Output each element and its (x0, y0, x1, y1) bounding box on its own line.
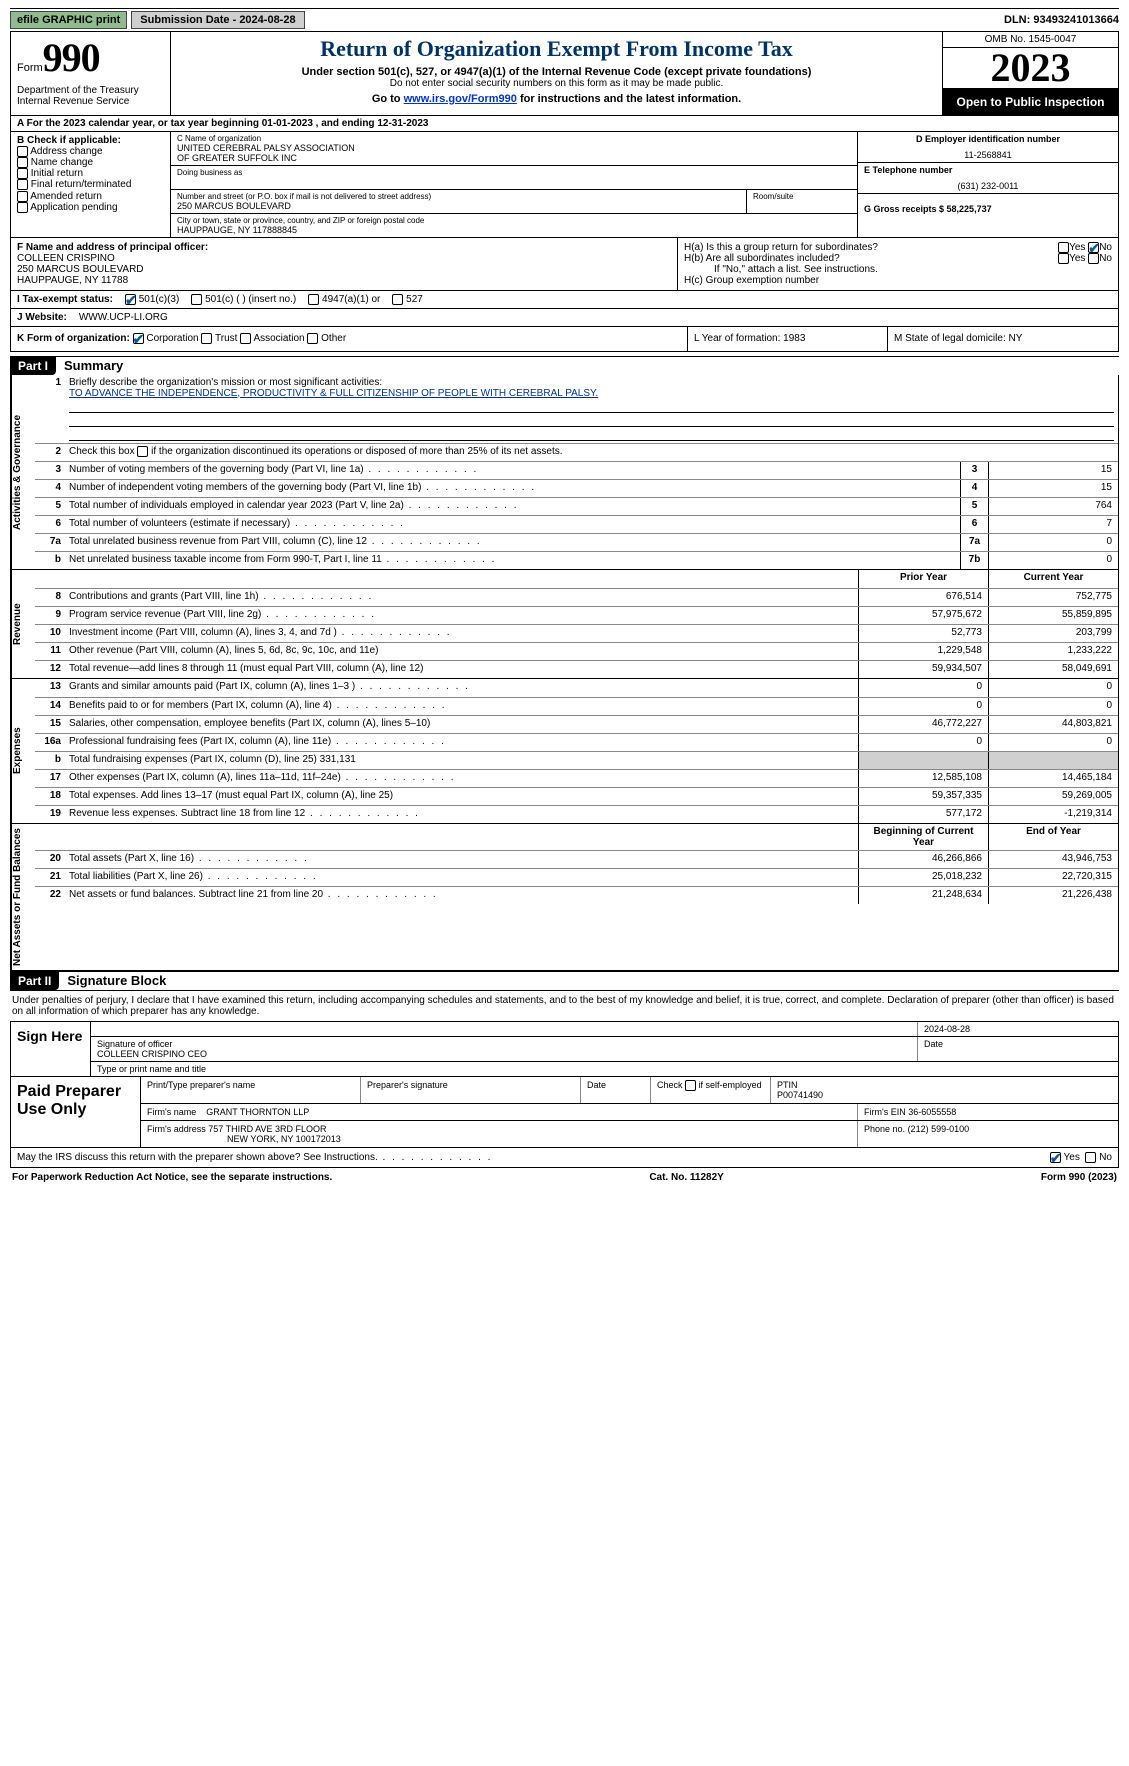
sign-here-label: Sign Here (11, 1022, 91, 1076)
chk-trust[interactable] (201, 333, 212, 344)
box-c-name: C Name of organization UNITED CEREBRAL P… (171, 132, 857, 166)
box-b-title: B Check if applicable: (17, 135, 164, 146)
val-7b: 0 (988, 552, 1118, 569)
info-block: B Check if applicable: Address change Na… (10, 132, 1119, 238)
chk-ha-yes[interactable] (1058, 242, 1069, 253)
chk-self-employed[interactable] (685, 1080, 696, 1091)
expenses-section: Expenses 13Grants and similar amounts pa… (10, 679, 1119, 824)
box-h: H(a) Is this a group return for subordin… (678, 238, 1118, 290)
box-m: M State of legal domicile: NY (888, 327, 1118, 350)
firm-addr1: 757 THIRD AVE 3RD FLOOR (208, 1124, 326, 1134)
chk-app-pending[interactable] (17, 202, 28, 213)
chk-hb-yes[interactable] (1058, 253, 1069, 264)
val-4: 15 (988, 480, 1118, 497)
discuss-row: May the IRS discuss this return with the… (10, 1148, 1119, 1168)
department: Department of the Treasury Internal Reve… (17, 85, 164, 107)
chk-corp[interactable] (133, 333, 144, 344)
form-title: Return of Organization Exempt From Incom… (177, 36, 936, 62)
chk-discuss-yes[interactable] (1050, 1152, 1061, 1163)
subtitle-2: Do not enter social security numbers on … (177, 78, 936, 89)
row-i: I Tax-exempt status: 501(c)(3) 501(c) ( … (10, 291, 1119, 309)
topbar: efile GRAPHIC print Submission Date - 20… (10, 8, 1119, 32)
chk-assoc[interactable] (240, 333, 251, 344)
form-number: 990 (43, 34, 100, 81)
box-c-room: Room/suite (747, 190, 857, 213)
vtab-revenue: Revenue (11, 570, 35, 678)
chk-discontinued[interactable] (137, 446, 148, 457)
val-7a: 0 (988, 534, 1118, 551)
vtab-expenses: Expenses (11, 679, 35, 823)
footer: For Paperwork Reduction Act Notice, see … (10, 1168, 1119, 1187)
box-b: B Check if applicable: Address change Na… (11, 132, 171, 237)
activities-governance: Activities & Governance 1 Briefly descri… (10, 375, 1119, 570)
paid-preparer-label: Paid Preparer Use Only (11, 1077, 141, 1147)
tax-year: 2023 (943, 48, 1118, 89)
chk-527[interactable] (392, 294, 403, 305)
box-g: G Gross receipts $ 58,225,737 (858, 194, 1118, 216)
box-f: F Name and address of principal officer:… (11, 238, 678, 290)
chk-address-change[interactable] (17, 146, 28, 157)
chk-final-return[interactable] (17, 179, 28, 190)
submission-date: Submission Date - 2024-08-28 (131, 11, 304, 29)
vtab-activities: Activities & Governance (11, 375, 35, 569)
val-5: 764 (988, 498, 1118, 515)
net-assets-section: Net Assets or Fund Balances Beginning of… (10, 824, 1119, 971)
dln: DLN: 93493241013664 (1004, 14, 1119, 26)
subtitle-1: Under section 501(c), 527, or 4947(a)(1)… (177, 66, 936, 78)
chk-name-change[interactable] (17, 157, 28, 168)
chk-other[interactable] (307, 333, 318, 344)
firm-phone: (212) 599-0100 (908, 1124, 970, 1134)
paid-preparer-block: Paid Preparer Use Only Print/Type prepar… (10, 1077, 1119, 1148)
chk-initial-return[interactable] (17, 168, 28, 179)
goto-line: Go to www.irs.gov/Form990 for instructio… (177, 93, 936, 105)
box-l: L Year of formation: 1983 (688, 327, 888, 350)
part2-header: Part II Signature Block (10, 971, 1119, 990)
line-a: A For the 2023 calendar year, or tax yea… (10, 116, 1119, 132)
chk-501c3[interactable] (125, 294, 136, 305)
chk-amended[interactable] (17, 191, 28, 202)
part1-header: Part I Summary (10, 356, 1119, 375)
firm-ein: 36-6055558 (908, 1107, 956, 1117)
val-6: 7 (988, 516, 1118, 533)
val-3: 15 (988, 462, 1118, 479)
form-prefix: Form (17, 62, 43, 74)
sig-date-val: 2024-08-28 (918, 1022, 1118, 1036)
vtab-netassets: Net Assets or Fund Balances (11, 824, 35, 970)
chk-ha-no[interactable] (1088, 242, 1099, 253)
sign-here-block: Sign Here 2024-08-28 Signature of office… (10, 1021, 1119, 1077)
efile-button[interactable]: efile GRAPHIC print (10, 11, 127, 29)
row-f-h: F Name and address of principal officer:… (10, 238, 1119, 291)
box-c-dba: Doing business as (171, 166, 857, 190)
row-klm: K Form of organization: Corporation Trus… (10, 327, 1119, 351)
ptin-val: P00741490 (777, 1090, 823, 1100)
box-d: D Employer identification number 11-2568… (858, 132, 1118, 163)
form-header: Form 990 Department of the Treasury Inte… (10, 32, 1119, 116)
box-c-address: Number and street (or P.O. box if mail i… (171, 190, 747, 213)
officer-name: COLLEEN CRISPINO CEO (97, 1049, 207, 1059)
row-j: J Website: WWW.UCP-LI.ORG (10, 309, 1119, 327)
chk-discuss-no[interactable] (1085, 1152, 1096, 1163)
mission-text: TO ADVANCE THE INDEPENDENCE, PRODUCTIVIT… (69, 388, 598, 399)
chk-501c[interactable] (191, 294, 202, 305)
revenue-section: Revenue Prior YearCurrent Year 8Contribu… (10, 570, 1119, 679)
box-e: E Telephone number (631) 232-0011 (858, 163, 1118, 194)
signature-intro: Under penalties of perjury, I declare th… (10, 990, 1119, 1021)
form990-link[interactable]: www.irs.gov/Form990 (404, 93, 517, 105)
box-c-city: City or town, state or province, country… (171, 214, 857, 237)
firm-addr2: NEW YORK, NY 100172013 (227, 1134, 341, 1144)
open-inspection: Open to Public Inspection (943, 89, 1118, 115)
chk-hb-no[interactable] (1088, 253, 1099, 264)
chk-4947[interactable] (308, 294, 319, 305)
firm-name: GRANT THORNTON LLP (206, 1107, 309, 1117)
